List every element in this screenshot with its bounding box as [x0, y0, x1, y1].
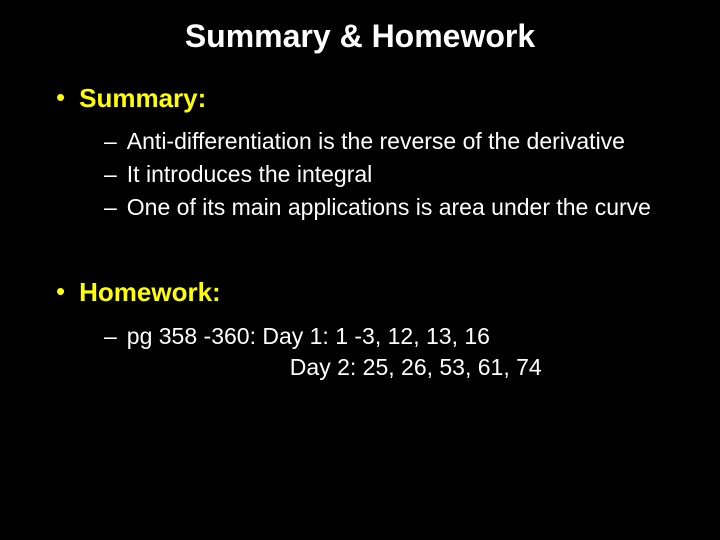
summary-item-text: One of its main applications is area und… — [127, 192, 680, 223]
section-summary-label: Summary: — [79, 83, 206, 114]
bullet-icon: • — [56, 83, 65, 112]
section-homework-header: • Homework: — [50, 277, 680, 308]
bullet-icon: • — [56, 277, 65, 306]
homework-line2: Day 2: 25, 26, 53, 61, 74 — [127, 352, 680, 383]
section-homework-label: Homework: — [79, 277, 221, 308]
homework-line1: pg 358 -360: Day 1: 1 -3, 12, 13, 16 — [127, 321, 680, 352]
section-spacer — [50, 237, 680, 277]
dash-icon: – — [104, 159, 117, 190]
section-summary-header: • Summary: — [50, 83, 680, 114]
homework-items: – pg 358 -360: Day 1: 1 -3, 12, 13, 16 D… — [50, 321, 680, 383]
section-homework: • Homework: – pg 358 -360: Day 1: 1 -3, … — [50, 277, 680, 382]
dash-icon: – — [104, 126, 117, 157]
dash-icon: – — [104, 192, 117, 223]
slide-container: Summary & Homework • Summary: – Anti-dif… — [0, 0, 720, 540]
list-item: – It introduces the integral — [104, 159, 680, 190]
dash-icon: – — [104, 321, 117, 352]
slide-title: Summary & Homework — [40, 18, 680, 55]
list-item: – pg 358 -360: Day 1: 1 -3, 12, 13, 16 D… — [104, 321, 680, 383]
summary-item-text: It introduces the integral — [127, 159, 680, 190]
homework-item-text: pg 358 -360: Day 1: 1 -3, 12, 13, 16 Day… — [127, 321, 680, 383]
list-item: – Anti-differentiation is the reverse of… — [104, 126, 680, 157]
list-item: – One of its main applications is area u… — [104, 192, 680, 223]
content-list: • Summary: – Anti-differentiation is the… — [40, 83, 680, 383]
summary-item-text: Anti-differentiation is the reverse of t… — [127, 126, 680, 157]
section-summary: • Summary: – Anti-differentiation is the… — [50, 83, 680, 223]
summary-items: – Anti-differentiation is the reverse of… — [50, 126, 680, 223]
